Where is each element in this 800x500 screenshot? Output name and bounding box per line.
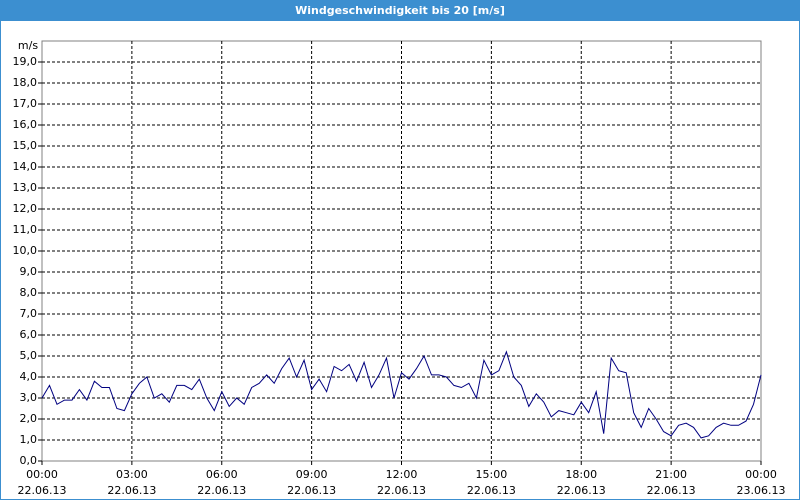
x-tick-date: 23.06.13 — [737, 484, 786, 497]
x-tick-date: 22.06.13 — [287, 484, 336, 497]
y-tick-label: 8,0 — [20, 286, 38, 299]
y-tick-label: 7,0 — [20, 307, 38, 320]
y-tick-label: 15,0 — [13, 139, 38, 152]
x-tick-date: 22.06.13 — [107, 484, 156, 497]
y-unit: m/s — [18, 39, 38, 52]
y-tick-label: 1,0 — [20, 433, 38, 446]
y-tick-label: 4,0 — [20, 370, 38, 383]
x-tick-date: 22.06.13 — [377, 484, 426, 497]
y-tick-label: 9,0 — [20, 265, 38, 278]
x-tick-label: 00:00 — [745, 468, 777, 481]
y-tick-label: 11,0 — [13, 223, 38, 236]
x-tick-date: 22.06.13 — [467, 484, 516, 497]
x-tick-label: 09:00 — [296, 468, 328, 481]
y-tick-label: 13,0 — [13, 181, 38, 194]
x-tick-date: 22.06.13 — [197, 484, 246, 497]
data-line — [41, 350, 762, 439]
title-bar — [0, 0, 800, 21]
x-tick-label: 03:00 — [116, 468, 148, 481]
y-tick-label: 6,0 — [20, 328, 38, 341]
y-tick-label: 2,0 — [20, 412, 38, 425]
y-tick-label: 17,0 — [13, 97, 38, 110]
x-tick-date: 22.06.13 — [18, 484, 67, 497]
y-tick-label: 14,0 — [13, 160, 38, 173]
chart-title: Windgeschwindigkeit bis 20 [m/s] — [295, 4, 505, 17]
x-tick-label: 21:00 — [655, 468, 687, 481]
y-tick-label: 5,0 — [20, 349, 38, 362]
y-tick-label: 16,0 — [13, 118, 38, 131]
x-tick-label: 00:00 — [26, 468, 58, 481]
x-tick-label: 18:00 — [565, 468, 597, 481]
y-tick-label: 3,0 — [20, 391, 38, 404]
y-tick-label: 18,0 — [13, 76, 38, 89]
x-tick-label: 06:00 — [206, 468, 238, 481]
y-tick-label: 19,0 — [13, 55, 38, 68]
x-tick-date: 22.06.13 — [647, 484, 696, 497]
y-tick-label: 0,0 — [20, 454, 38, 467]
y-tick-label: 10,0 — [13, 244, 38, 257]
x-tick-label: 15:00 — [476, 468, 508, 481]
x-tick-date: 22.06.13 — [557, 484, 606, 497]
y-tick-label: 12,0 — [13, 202, 38, 215]
x-tick-label: 12:00 — [386, 468, 418, 481]
